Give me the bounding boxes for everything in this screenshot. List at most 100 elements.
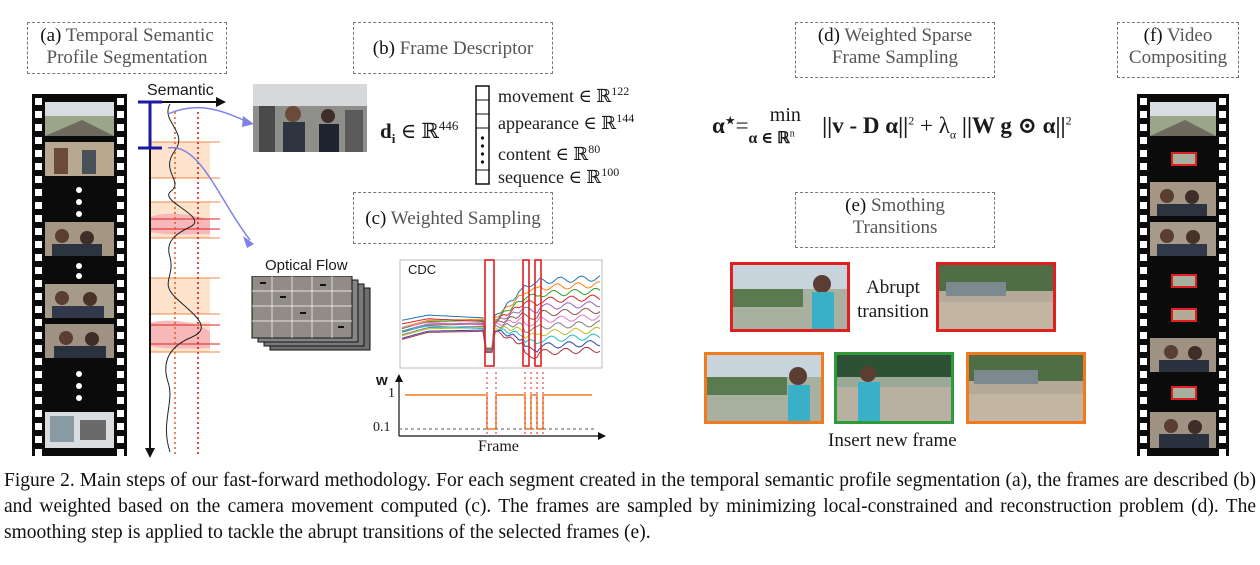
sprocket-hole	[1219, 124, 1226, 131]
cdc-curve	[401, 314, 601, 351]
output-frame-5	[1150, 412, 1216, 448]
abrupt-label-2: transition	[857, 301, 929, 322]
sprocket-hole	[1219, 150, 1226, 157]
sprocket-hole	[1219, 137, 1226, 144]
sprocket-hole	[35, 449, 42, 456]
sprocket-hole	[117, 215, 124, 222]
cdc-curve	[401, 329, 601, 353]
cdc-curve	[401, 294, 601, 350]
sprocket-hole	[1140, 332, 1147, 339]
sprocket-hole	[35, 163, 42, 170]
semantic-profile-plot	[138, 97, 254, 458]
film-frame-2	[45, 142, 114, 176]
sprocket-hole	[117, 371, 124, 378]
output-frame-small-3	[1171, 308, 1197, 322]
figure-caption: Figure 2. Main steps of our fast-forward…	[4, 470, 1256, 543]
sprocket-hole	[35, 202, 42, 209]
eq-sq1: 2	[908, 113, 915, 128]
descriptor-row-content-dim: 80	[588, 142, 601, 156]
film-frame-6	[45, 412, 114, 448]
descriptor-lhs-dim: 446	[438, 118, 459, 133]
sprocket-hole	[117, 150, 124, 157]
cdc-plot	[399, 259, 603, 369]
sprocket-hole	[117, 332, 124, 339]
sprocket-hole	[35, 332, 42, 339]
sprocket-hole	[117, 267, 124, 274]
insert-frame-right	[966, 352, 1086, 424]
sprocket-hole	[1140, 215, 1147, 222]
label-c-tag: (c)	[365, 208, 387, 229]
abrupt-frame-right	[936, 262, 1056, 332]
sprocket-hole	[35, 280, 42, 287]
sprocket-hole	[117, 163, 124, 170]
label-box-b: (b) Frame Descriptor	[353, 22, 553, 74]
eq-plus: + λ	[914, 113, 950, 138]
eq-sq2: 2	[1065, 113, 1072, 128]
output-frame-3	[1150, 222, 1216, 256]
sprocket-hole	[117, 202, 124, 209]
sprocket-hole	[1140, 176, 1147, 183]
sprocket-hole	[1219, 280, 1226, 287]
sprocket-hole	[1140, 241, 1147, 248]
label-box-d: (d) Weighted Sparse Frame Sampling	[795, 22, 995, 78]
sprocket-hole	[1219, 410, 1226, 417]
semantic-axis-label: Semantic	[147, 82, 214, 99]
sprocket-hole	[1140, 306, 1147, 313]
sprocket-hole	[1219, 241, 1226, 248]
cdc-curve	[401, 307, 601, 351]
sprocket-hole	[117, 254, 124, 261]
eq-norm2: ||W g ⊙ α||	[961, 113, 1066, 138]
abrupt-label: Abrupt transition	[852, 276, 934, 324]
label-d-text-1: Weighted Sparse	[844, 25, 973, 46]
sprocket-hole	[1219, 254, 1226, 261]
sprocket-hole	[117, 228, 124, 235]
cdc-curve	[401, 325, 601, 353]
film-ellipsis-3	[76, 371, 82, 401]
weights-y-label: w	[376, 372, 388, 389]
sprocket-hole	[35, 98, 42, 105]
sprocket-hole	[117, 241, 124, 248]
insert-frame-middle	[834, 352, 954, 424]
cdc-label: CDC	[408, 262, 437, 277]
sprocket-hole	[117, 306, 124, 313]
label-a-tag: (a)	[40, 25, 62, 46]
film-frame-4	[45, 284, 114, 318]
sprocket-hole	[1219, 215, 1226, 222]
sparse-equation: α★= min α ∈ ℝn ||v - D α||2 + λα ||W g ⊙…	[712, 104, 1072, 147]
sprocket-hole	[1219, 449, 1226, 456]
cdc-curve	[401, 330, 601, 360]
descriptor-row-movement-name: movement ∈ ℝ	[498, 86, 612, 106]
descriptor-row-content: content ∈ ℝ80	[498, 142, 600, 165]
sprocket-hole	[117, 111, 124, 118]
sprocket-hole	[1219, 306, 1226, 313]
sprocket-hole	[1140, 371, 1147, 378]
output-frame-1	[1150, 102, 1216, 136]
sprocket-hole	[35, 358, 42, 365]
sprocket-hole	[117, 397, 124, 404]
descriptor-row-content-name: content ∈ ℝ	[498, 144, 589, 164]
output-frame-small-2	[1171, 274, 1197, 288]
sprocket-hole	[1219, 293, 1226, 300]
sprocket-hole	[35, 306, 42, 313]
sprocket-hole	[1219, 397, 1226, 404]
sprocket-hole	[1140, 202, 1147, 209]
descriptor-row-appearance-name: appearance ∈ ℝ	[498, 113, 617, 133]
eq-min: min	[769, 104, 801, 126]
label-d-tag: (d)	[817, 25, 840, 46]
weights-x-label: Frame	[478, 438, 519, 455]
film-ellipsis-1	[76, 187, 82, 217]
sprocket-hole	[117, 410, 124, 417]
sprocket-hole	[1140, 345, 1147, 352]
label-f-text-1: Video	[1167, 25, 1213, 46]
sprocket-hole	[1219, 163, 1226, 170]
sprocket-hole	[117, 358, 124, 365]
sprocket-hole	[1219, 267, 1226, 274]
sprocket-hole	[1140, 397, 1147, 404]
label-a-text-2: Profile Segmentation	[46, 47, 208, 68]
sprocket-hole	[1140, 319, 1147, 326]
film-frame-5	[45, 324, 114, 358]
abrupt-label-1: Abrupt	[866, 277, 920, 298]
sprocket-hole	[117, 98, 124, 105]
sprocket-hole	[1219, 436, 1226, 443]
descriptor-row-sequence: sequence ∈ ℝ100	[498, 165, 619, 188]
